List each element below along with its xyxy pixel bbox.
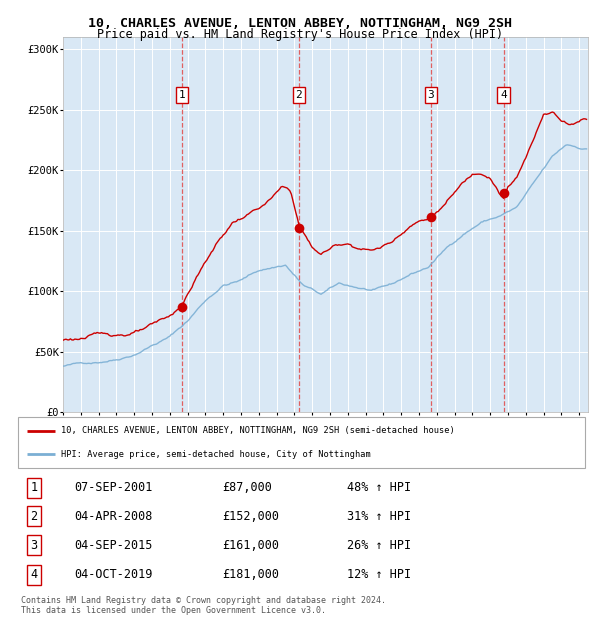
Text: 1: 1: [31, 481, 37, 494]
Text: This data is licensed under the Open Government Licence v3.0.: This data is licensed under the Open Gov…: [21, 606, 326, 616]
Text: 31% ↑ HPI: 31% ↑ HPI: [347, 510, 411, 523]
Text: 1: 1: [179, 90, 185, 100]
Text: 10, CHARLES AVENUE, LENTON ABBEY, NOTTINGHAM, NG9 2SH (semi-detached house): 10, CHARLES AVENUE, LENTON ABBEY, NOTTIN…: [61, 427, 454, 435]
Text: 2: 2: [31, 510, 37, 523]
Text: 4: 4: [500, 90, 507, 100]
Text: 3: 3: [31, 539, 37, 552]
Text: 48% ↑ HPI: 48% ↑ HPI: [347, 481, 411, 494]
Text: 4: 4: [31, 569, 37, 582]
Text: £161,000: £161,000: [222, 539, 279, 552]
Text: 04-OCT-2019: 04-OCT-2019: [75, 569, 153, 582]
Text: 26% ↑ HPI: 26% ↑ HPI: [347, 539, 411, 552]
Text: £87,000: £87,000: [222, 481, 272, 494]
Text: Contains HM Land Registry data © Crown copyright and database right 2024.: Contains HM Land Registry data © Crown c…: [21, 596, 386, 606]
Text: Price paid vs. HM Land Registry's House Price Index (HPI): Price paid vs. HM Land Registry's House …: [97, 28, 503, 41]
Text: 04-APR-2008: 04-APR-2008: [75, 510, 153, 523]
Text: HPI: Average price, semi-detached house, City of Nottingham: HPI: Average price, semi-detached house,…: [61, 450, 370, 459]
Text: 07-SEP-2001: 07-SEP-2001: [75, 481, 153, 494]
Text: 04-SEP-2015: 04-SEP-2015: [75, 539, 153, 552]
Text: £152,000: £152,000: [222, 510, 279, 523]
Text: 12% ↑ HPI: 12% ↑ HPI: [347, 569, 411, 582]
Text: 10, CHARLES AVENUE, LENTON ABBEY, NOTTINGHAM, NG9 2SH: 10, CHARLES AVENUE, LENTON ABBEY, NOTTIN…: [88, 17, 512, 30]
Text: £181,000: £181,000: [222, 569, 279, 582]
Text: 2: 2: [296, 90, 302, 100]
Text: 3: 3: [427, 90, 434, 100]
